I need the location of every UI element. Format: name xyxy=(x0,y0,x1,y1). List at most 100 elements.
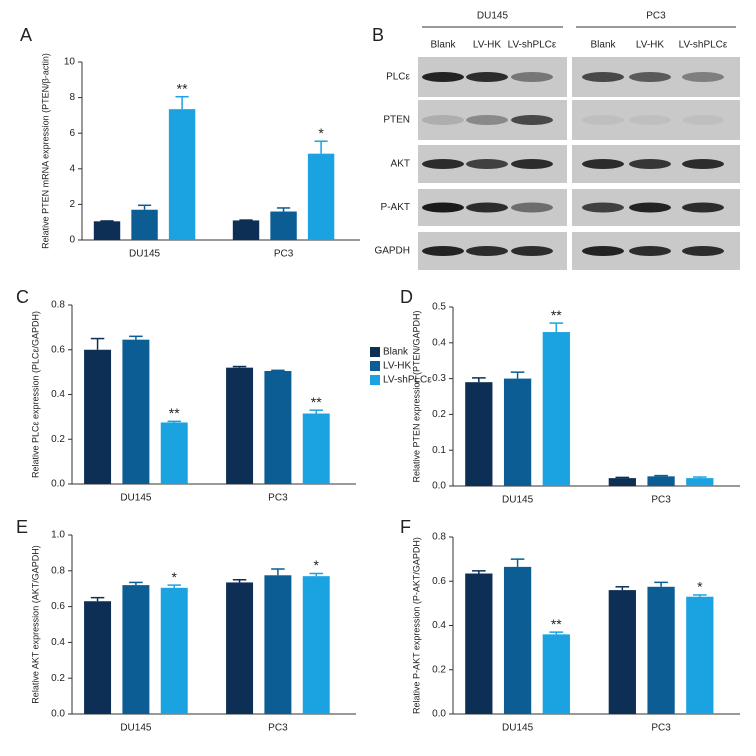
blot-band xyxy=(682,202,724,213)
panel-letter: B xyxy=(372,25,384,45)
y-tick-label: 4 xyxy=(69,163,75,174)
blot-band xyxy=(466,159,508,169)
blot-band xyxy=(682,246,724,256)
significance: ** xyxy=(177,80,188,96)
bar xyxy=(264,575,292,714)
blot-band xyxy=(466,246,508,256)
blot-band xyxy=(582,159,624,169)
y-tick-label: 0.4 xyxy=(51,637,65,648)
bar xyxy=(647,476,675,486)
blot-band xyxy=(629,72,671,82)
y-tick-label: 0.6 xyxy=(432,576,446,587)
bar xyxy=(503,566,532,714)
blot-band xyxy=(422,72,464,82)
bar xyxy=(608,590,636,714)
x-tick-label: PC3 xyxy=(651,723,671,734)
bar xyxy=(542,332,570,486)
legend-label: LV-HK xyxy=(383,361,411,372)
bar xyxy=(307,153,335,240)
bar xyxy=(608,478,636,486)
blot-band xyxy=(511,159,553,169)
y-tick-label: 0.2 xyxy=(51,434,65,445)
bar xyxy=(302,576,330,714)
y-tick-label: 0.6 xyxy=(51,344,65,355)
y-axis-label: Relative PLCε expression (PLCε/GAPDH) xyxy=(30,311,40,478)
y-tick-label: 0.0 xyxy=(432,709,446,720)
y-tick-label: 0.0 xyxy=(51,479,65,490)
y-tick-label: 0.4 xyxy=(51,389,65,400)
y-tick-label: 0.0 xyxy=(51,709,65,720)
panel-letter: F xyxy=(400,517,411,537)
x-tick-label: PC3 xyxy=(268,723,288,734)
y-tick-label: 0.8 xyxy=(51,565,65,576)
y-tick-label: 0.6 xyxy=(51,601,65,612)
blot-lane-label: LV-HK xyxy=(473,40,501,51)
legend-swatch xyxy=(370,361,380,371)
y-tick-label: 0.0 xyxy=(432,481,446,492)
legend-swatch xyxy=(370,375,380,385)
x-tick-label: PC3 xyxy=(268,493,288,504)
x-tick-label: DU145 xyxy=(129,249,161,260)
blot-band xyxy=(629,202,671,213)
blot-band xyxy=(466,72,508,82)
blot-band xyxy=(422,246,464,256)
panel-letter: D xyxy=(400,287,413,307)
bar xyxy=(465,573,493,714)
x-tick-label: DU145 xyxy=(120,493,152,504)
blot-band xyxy=(582,246,624,256)
blot-lane-label: LV-HK xyxy=(636,40,664,51)
blot-lane-label: LV-shPLCε xyxy=(508,40,557,51)
y-tick-label: 0.8 xyxy=(51,300,65,311)
bar xyxy=(131,209,158,240)
bar xyxy=(226,367,254,484)
bar xyxy=(686,596,714,714)
bar xyxy=(264,371,292,484)
panel-letter: E xyxy=(16,517,28,537)
bar xyxy=(84,601,112,714)
bar xyxy=(168,109,196,240)
bar xyxy=(302,413,330,484)
blot-band xyxy=(682,115,724,125)
blot-strip xyxy=(572,100,740,140)
y-tick-label: 0.8 xyxy=(432,532,446,543)
bar xyxy=(93,221,121,240)
y-axis-label: Relative P-AKT expression (P-AKT/GAPDH) xyxy=(411,537,421,714)
y-axis-label: Relative PTEN expression (PTEN/GAPDH) xyxy=(411,310,421,482)
y-tick-label: 2 xyxy=(69,199,75,210)
significance: ** xyxy=(551,616,562,632)
blot-band xyxy=(466,115,508,125)
y-tick-label: 0.2 xyxy=(51,673,65,684)
x-tick-label: DU145 xyxy=(120,723,152,734)
blot-band xyxy=(582,202,624,213)
blot-lane-label: LV-shPLCε xyxy=(679,40,728,51)
bar xyxy=(160,422,188,484)
bar xyxy=(503,378,532,486)
blot-band xyxy=(582,72,624,82)
x-tick-label: PC3 xyxy=(651,495,671,506)
bar xyxy=(122,585,150,714)
blot-group-label: DU145 xyxy=(477,11,509,22)
y-axis-label: Relative AKT expression (AKT/GAPDH) xyxy=(30,545,40,703)
bar xyxy=(686,478,714,486)
blot-band xyxy=(629,246,671,256)
significance: * xyxy=(697,579,703,595)
bar xyxy=(270,211,297,240)
y-tick-label: 0.1 xyxy=(432,445,446,456)
y-tick-label: 0.2 xyxy=(432,664,446,675)
bar xyxy=(465,382,493,486)
blot-band xyxy=(582,115,624,125)
legend-label: LV-shPLCε xyxy=(383,375,432,386)
y-tick-label: 6 xyxy=(69,128,75,139)
significance: * xyxy=(318,125,324,141)
y-tick-label: 8 xyxy=(69,92,75,103)
bar xyxy=(542,634,570,714)
y-tick-label: 0.3 xyxy=(432,373,446,384)
blot-lane-label: Blank xyxy=(590,40,616,51)
blot-band xyxy=(629,115,671,125)
bar xyxy=(160,587,188,714)
significance: ** xyxy=(551,307,562,323)
y-tick-label: 0.2 xyxy=(432,409,446,420)
blot-row-label: P-AKT xyxy=(381,202,410,213)
blot-group-label: PC3 xyxy=(646,11,666,22)
